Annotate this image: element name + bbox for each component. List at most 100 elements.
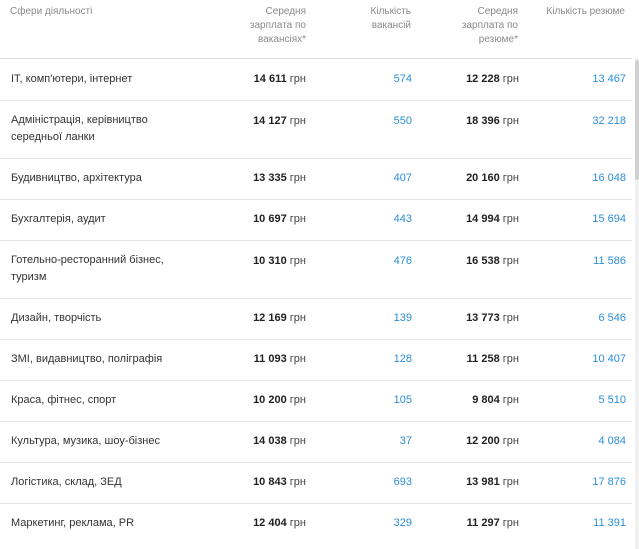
header-salary-vacancy[interactable]: Середня зарплата по вакансіях* (210, 5, 306, 47)
header-salary-vacancy-line: зарплата по (249, 20, 306, 31)
resumes-count-link[interactable]: 10 407 (592, 353, 626, 365)
currency-unit: грн (502, 172, 519, 184)
currency-unit: грн (502, 73, 519, 85)
vacancies-count-link[interactable]: 329 (393, 517, 412, 529)
sphere-name-line: Адміністрація, керівництво (11, 114, 148, 126)
resumes-count-link[interactable]: 32 218 (592, 115, 626, 127)
scrollbar-thumb[interactable] (635, 60, 639, 180)
salary-resume-cell: 20 160 грн (420, 170, 519, 187)
salary-resume-cell-value: 12 228 (466, 73, 500, 85)
salary-vacancy-cell-value: 11 093 (253, 353, 287, 365)
table-row: Готельно-ресторанний бізнес, туризм 10 310… (0, 241, 632, 299)
salary-resume-cell: 9 804 грн (420, 392, 519, 409)
sphere-name: ЗМІ, видавництво, поліграфія (11, 351, 221, 368)
currency-unit: грн (502, 213, 519, 225)
table-row: Бухгалтерія, аудит 10 697 грн 443 14 994 гр… (0, 200, 632, 241)
sphere-name: Бухгалтерія, аудит (11, 211, 221, 228)
header-sphere[interactable]: Сфери діяльності (10, 6, 93, 17)
salary-vacancy-cell-value: 14 127 (253, 115, 287, 127)
table-row: Дизайн, творчість 12 169 грн 139 13 773 грн… (0, 299, 632, 340)
currency-unit: грн (502, 115, 519, 127)
salary-resume-cell-value: 9 804 (472, 394, 500, 406)
header-salary-vacancy-line: вакансіях* (258, 34, 306, 45)
header-salary-resume[interactable]: Середня зарплата по резюме* (430, 5, 518, 47)
vacancies-count-link[interactable]: 550 (393, 115, 412, 127)
resumes-count-link[interactable]: 17 876 (592, 476, 626, 488)
sphere-name-line: ІТ, комп'ютери, інтернет (11, 73, 133, 85)
salary-resume-cell-value: 18 396 (466, 115, 500, 127)
resumes-count-link[interactable]: 15 694 (592, 213, 626, 225)
table-row: Будивництво, архітектура 13 335 грн 407 20 … (0, 159, 632, 200)
vacancies-count-link[interactable]: 693 (393, 476, 412, 488)
sphere-name-line: Маркетинг, реклама, PR (11, 517, 135, 529)
vacancies-count-link[interactable]: 105 (393, 394, 412, 406)
salary-vacancy-cell: 11 093 грн (200, 351, 306, 368)
salary-resume-cell-value: 11 258 (466, 353, 500, 365)
resumes-count-link[interactable]: 13 467 (592, 73, 626, 85)
sphere-name-line: Дизайн, творчість (11, 312, 102, 324)
vacancies-count-link[interactable]: 37 (399, 435, 412, 447)
salary-resume-cell-value: 16 538 (466, 255, 500, 267)
vacancies-count-link[interactable]: 407 (393, 172, 412, 184)
resumes-count-link[interactable]: 5 510 (598, 394, 626, 406)
scrollbar-track[interactable] (635, 58, 639, 549)
salary-resume-cell-value: 12 200 (466, 435, 500, 447)
salary-resume-cell: 14 994 грн (420, 211, 519, 228)
currency-unit: грн (502, 476, 519, 488)
resumes-count-link[interactable]: 4 084 (598, 435, 626, 447)
currency-unit: грн (289, 517, 306, 529)
currency-unit: грн (289, 213, 306, 225)
sphere-name-line: Краса, фітнес, спорт (11, 394, 117, 406)
currency-unit: грн (289, 476, 306, 488)
salary-resume-cell: 11 258 грн (420, 351, 519, 368)
header-vacancies[interactable]: Кількість вакансій (330, 5, 411, 33)
vacancies-count-link[interactable]: 128 (393, 353, 412, 365)
sphere-name-line: Будивництво, архітектура (11, 172, 142, 184)
salary-vacancy-cell: 10 310 грн (200, 253, 306, 270)
resumes-count-link[interactable]: 11 391 (593, 517, 626, 529)
salary-resume-cell: 13 773 грн (420, 310, 519, 327)
vacancies-count-link[interactable]: 443 (393, 213, 412, 225)
salary-vacancy-cell-value: 10 200 (253, 394, 287, 406)
vacancies-count-link[interactable]: 139 (393, 312, 412, 324)
salary-resume-cell-value: 14 994 (466, 213, 500, 225)
salary-resume-cell: 18 396 грн (420, 113, 519, 130)
salary-resume-cell: 13 981 грн (420, 474, 519, 491)
salary-vacancy-cell: 14 038 грн (200, 433, 306, 450)
header-salary-resume-line: резюме* (478, 34, 518, 45)
table-row: ІТ, комп'ютери, інтернет 14 611 грн 574 12 … (0, 59, 632, 101)
salary-vacancy-cell: 10 697 грн (200, 211, 306, 228)
currency-unit: грн (289, 255, 306, 267)
salary-vacancy-cell: 13 335 грн (200, 170, 306, 187)
currency-unit: грн (502, 255, 519, 267)
salary-vacancy-cell: 14 127 грн (200, 113, 306, 130)
header-salary-resume-line: Середня (477, 6, 518, 17)
header-resumes[interactable]: Кількість резюме (546, 6, 625, 17)
resumes-count-link[interactable]: 16 048 (592, 172, 626, 184)
currency-unit: грн (502, 394, 519, 406)
header-salary-vacancy-line: Середня (265, 6, 306, 17)
salary-vacancy-cell: 14 611 грн (200, 71, 306, 88)
table-row: ЗМІ, видавництво, поліграфія 11 093 грн 12… (0, 340, 632, 381)
currency-unit: грн (289, 172, 306, 184)
salary-vacancy-cell-value: 10 310 (253, 255, 287, 267)
sphere-name-line: ЗМІ, видавництво, поліграфія (11, 353, 163, 365)
salary-vacancy-cell-value: 10 843 (253, 476, 287, 488)
salary-resume-cell: 12 228 грн (420, 71, 519, 88)
salary-vacancy-cell: 10 843 грн (200, 474, 306, 491)
currency-unit: грн (502, 435, 519, 447)
vacancies-count-link[interactable]: 476 (393, 255, 412, 267)
sphere-name-line: Культура, музика, шоу-бізнес (11, 435, 160, 447)
sphere-name-line: туризм (11, 271, 47, 283)
vacancies-count-link[interactable]: 574 (393, 73, 412, 85)
table-row: Культура, музика, шоу-бізнес 14 038 грн 37… (0, 422, 632, 463)
currency-unit: грн (289, 312, 306, 324)
sphere-name: Адміністрація, керівництво середньої ланк… (11, 112, 221, 146)
resumes-count-link[interactable]: 6 546 (598, 312, 626, 324)
resumes-count-link[interactable]: 11 586 (593, 255, 626, 267)
salary-vacancy-cell-value: 13 335 (253, 172, 287, 184)
sphere-name: Культура, музика, шоу-бізнес (11, 433, 221, 450)
salary-resume-cell-value: 13 981 (466, 476, 500, 488)
sphere-name: ІТ, комп'ютери, інтернет (11, 71, 221, 88)
currency-unit: грн (289, 435, 306, 447)
